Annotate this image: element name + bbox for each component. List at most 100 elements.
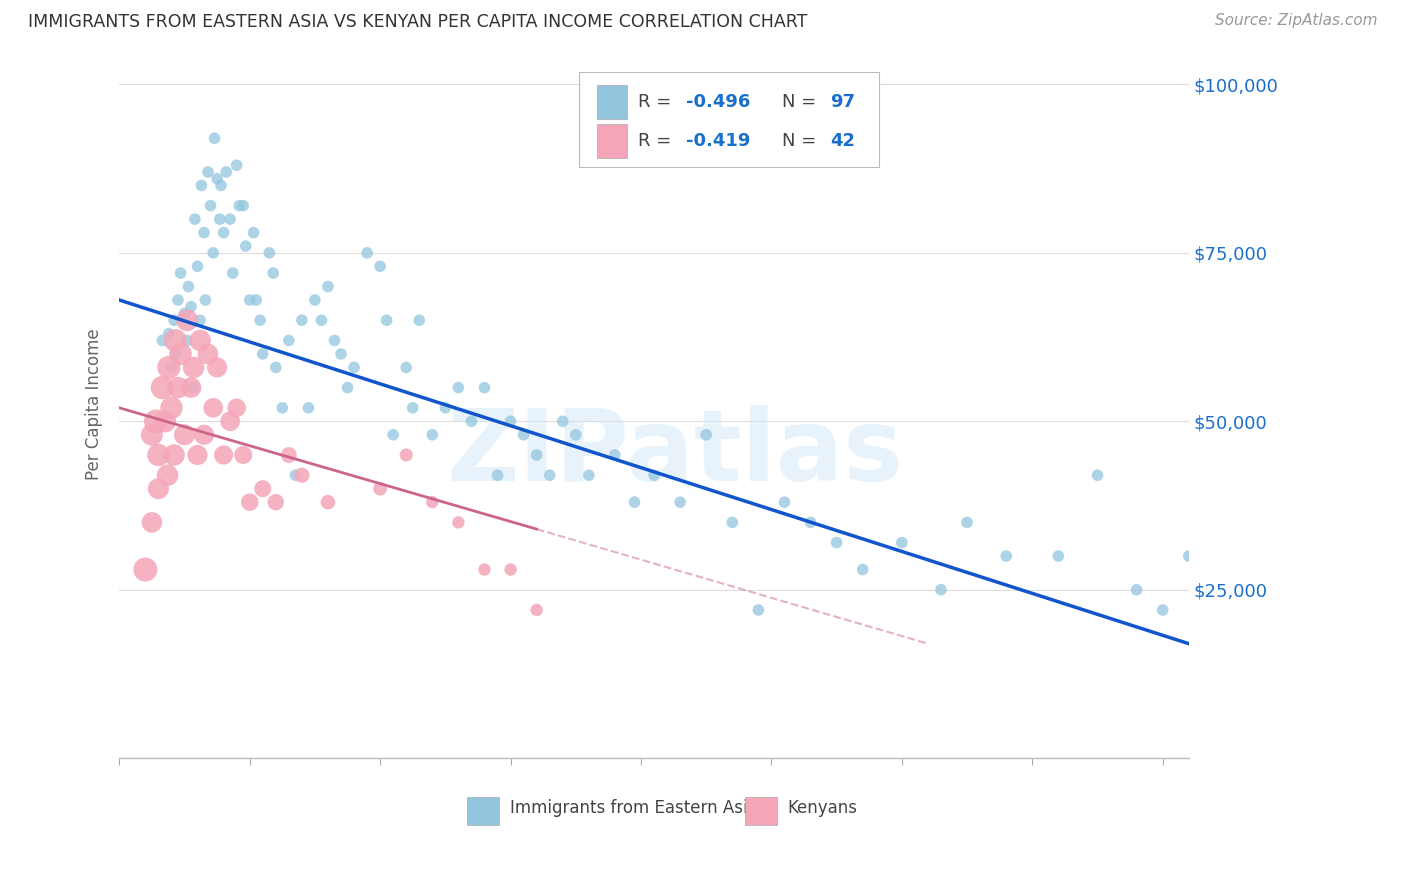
Point <box>259 245 281 260</box>
Point <box>134 563 156 577</box>
Point <box>368 482 391 496</box>
Point <box>316 495 339 509</box>
Point <box>995 549 1018 563</box>
Point <box>264 495 287 509</box>
Point <box>197 347 219 361</box>
Point <box>193 427 215 442</box>
Point <box>232 199 254 213</box>
Point <box>167 293 190 307</box>
Point <box>1204 582 1226 597</box>
Text: -0.419: -0.419 <box>686 132 751 150</box>
FancyBboxPatch shape <box>467 797 499 825</box>
Point <box>277 334 299 348</box>
Text: 42: 42 <box>831 132 855 150</box>
Point <box>242 226 264 240</box>
Point <box>375 313 398 327</box>
Point <box>186 448 208 462</box>
Point <box>512 427 534 442</box>
Point <box>956 516 979 530</box>
Point <box>245 293 267 307</box>
Point <box>173 427 195 442</box>
Point <box>157 360 180 375</box>
Point <box>186 260 208 274</box>
Point <box>447 381 470 395</box>
Point <box>183 381 205 395</box>
Point <box>141 427 163 442</box>
Point <box>180 300 202 314</box>
Point <box>156 468 179 483</box>
Point <box>447 516 470 530</box>
Point <box>890 535 912 549</box>
Point <box>330 347 353 361</box>
Text: ZIPatlas: ZIPatlas <box>447 406 904 502</box>
Point <box>460 414 482 428</box>
Point <box>190 178 212 193</box>
Point <box>150 381 173 395</box>
Text: N =: N = <box>782 94 823 112</box>
Point <box>239 293 262 307</box>
Point <box>212 226 235 240</box>
Point <box>208 212 231 227</box>
Point <box>202 401 225 415</box>
Point <box>316 279 339 293</box>
Point <box>395 360 418 375</box>
Point <box>197 165 219 179</box>
Text: Source: ZipAtlas.com: Source: ZipAtlas.com <box>1215 13 1378 29</box>
Point <box>929 582 952 597</box>
Point <box>163 448 186 462</box>
Y-axis label: Per Capita Income: Per Capita Income <box>86 328 103 480</box>
Point <box>160 360 183 375</box>
Point <box>160 401 183 415</box>
Point <box>202 245 225 260</box>
Point <box>169 266 191 280</box>
Point <box>205 360 228 375</box>
Point <box>368 260 391 274</box>
Point <box>1230 616 1253 631</box>
Point <box>297 401 319 415</box>
Point <box>157 326 180 341</box>
Point <box>173 306 195 320</box>
Point <box>150 334 173 348</box>
Point <box>148 448 170 462</box>
Point <box>165 334 187 348</box>
Point <box>235 239 257 253</box>
Point <box>291 313 314 327</box>
Point <box>188 313 211 327</box>
Point <box>434 401 457 415</box>
Text: IMMIGRANTS FROM EASTERN ASIA VS KENYAN PER CAPITA INCOME CORRELATION CHART: IMMIGRANTS FROM EASTERN ASIA VS KENYAN P… <box>28 13 807 31</box>
Point <box>474 563 496 577</box>
Point <box>145 414 167 428</box>
Point <box>669 495 692 509</box>
Point <box>551 414 574 428</box>
Point <box>336 381 359 395</box>
Point <box>176 334 198 348</box>
Point <box>721 516 744 530</box>
Text: N =: N = <box>782 132 823 150</box>
Point <box>225 401 247 415</box>
Point <box>773 495 796 509</box>
Point <box>262 266 284 280</box>
Point <box>420 495 443 509</box>
Point <box>188 334 211 348</box>
Point <box>825 535 848 549</box>
Point <box>204 131 226 145</box>
Text: -0.496: -0.496 <box>686 94 751 112</box>
Point <box>395 448 418 462</box>
Point <box>205 171 228 186</box>
Point <box>643 468 665 483</box>
Point <box>1125 582 1147 597</box>
Point <box>148 482 170 496</box>
Point <box>343 360 366 375</box>
Point <box>420 427 443 442</box>
Point <box>165 347 187 361</box>
Point <box>1152 603 1174 617</box>
Point <box>603 448 626 462</box>
Point <box>228 199 250 213</box>
Text: Kenyans: Kenyans <box>787 798 858 817</box>
Point <box>323 334 346 348</box>
Point <box>141 516 163 530</box>
Point <box>153 414 176 428</box>
Point <box>169 347 191 361</box>
Point <box>167 381 190 395</box>
Text: 97: 97 <box>831 94 855 112</box>
